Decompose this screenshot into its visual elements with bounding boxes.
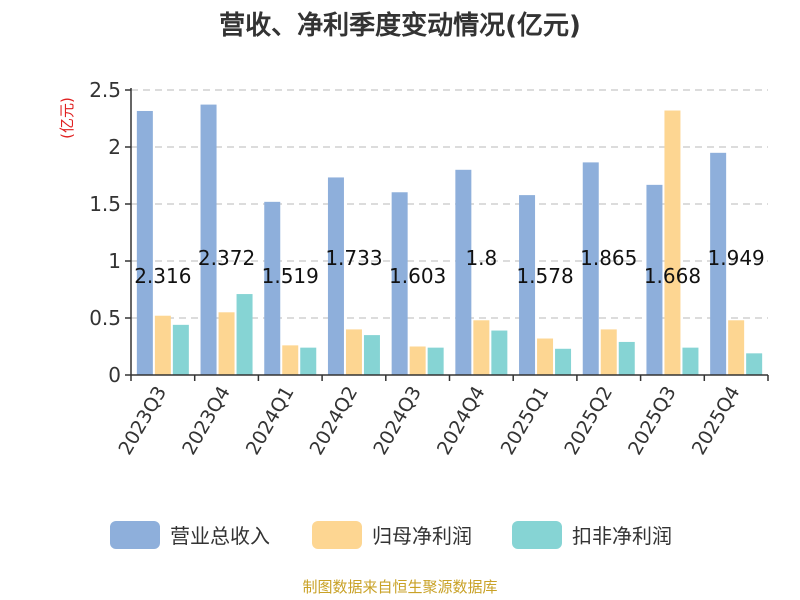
legend: 营业总收入 归母净利润 扣非净利润 bbox=[110, 521, 672, 549]
data-label: 1.733 bbox=[325, 246, 382, 270]
bars bbox=[136, 104, 763, 376]
bar bbox=[682, 347, 699, 375]
data-label: 2.372 bbox=[198, 246, 255, 270]
bar bbox=[282, 345, 299, 375]
x-tick-label: 2025Q1 bbox=[497, 383, 554, 459]
x-tick-label: 2023Q3 bbox=[114, 383, 171, 459]
bar bbox=[172, 324, 189, 375]
x-tick-label: 2023Q4 bbox=[178, 383, 235, 459]
bar bbox=[136, 110, 153, 375]
y-tick-label: 2.5 bbox=[89, 78, 121, 102]
y-axis: 0 0.5 1 1.5 2 2.5 bbox=[89, 78, 132, 387]
legend-label: 归母净利润 bbox=[372, 524, 472, 548]
bar bbox=[236, 294, 253, 375]
y-tick-label: 0 bbox=[108, 363, 121, 387]
x-tick-label: 2024Q3 bbox=[369, 383, 426, 459]
bar bbox=[409, 346, 426, 375]
y-tick-label: 1.5 bbox=[89, 192, 121, 216]
bar bbox=[264, 201, 281, 375]
data-label: 1.603 bbox=[389, 264, 446, 288]
legend-label: 营业总收入 bbox=[170, 524, 270, 548]
y-tick-label: 0.5 bbox=[89, 306, 121, 330]
data-label: 2.316 bbox=[134, 264, 191, 288]
data-label: 1.519 bbox=[262, 264, 319, 288]
legend-label: 扣非净利润 bbox=[572, 524, 672, 548]
y-tick-label: 2 bbox=[108, 135, 121, 159]
legend-swatch bbox=[110, 521, 160, 549]
x-tick-label: 2024Q2 bbox=[306, 383, 363, 459]
bar bbox=[345, 329, 362, 375]
source-note: 制图数据来自恒生聚源数据库 bbox=[302, 578, 497, 596]
bar bbox=[537, 338, 554, 375]
bar bbox=[600, 329, 617, 375]
bar bbox=[646, 184, 663, 375]
bar bbox=[664, 110, 681, 376]
x-tick-label: 2024Q4 bbox=[433, 382, 490, 458]
bar bbox=[427, 347, 444, 375]
bar bbox=[555, 348, 572, 375]
data-label: 1.8 bbox=[465, 246, 497, 270]
legend-swatch bbox=[312, 521, 362, 549]
bar bbox=[363, 335, 380, 375]
bar bbox=[582, 162, 599, 375]
bar bbox=[154, 315, 171, 375]
bar bbox=[519, 195, 536, 375]
chart-title: 营收、净利季度变动情况(亿元) bbox=[219, 10, 581, 41]
bar bbox=[200, 104, 217, 375]
data-label: 1.949 bbox=[708, 246, 765, 270]
x-tick-label: 2024Q1 bbox=[242, 383, 299, 459]
bar bbox=[300, 347, 317, 375]
legend-swatch bbox=[512, 521, 562, 549]
bar bbox=[473, 320, 490, 375]
bar bbox=[391, 192, 408, 375]
y-axis-unit: (亿元) bbox=[58, 97, 76, 139]
bar bbox=[746, 353, 763, 375]
data-label: 1.578 bbox=[516, 264, 573, 288]
bar bbox=[455, 169, 472, 375]
bar bbox=[710, 152, 727, 375]
x-axis: 2023Q3 2023Q4 2024Q1 2024Q2 2024Q3 2024Q4 2025… bbox=[114, 374, 769, 459]
data-label: 1.668 bbox=[644, 264, 701, 288]
y-tick-label: 1 bbox=[108, 249, 121, 273]
bar bbox=[491, 330, 508, 375]
x-tick-label: 2025Q3 bbox=[624, 383, 681, 459]
bar bbox=[218, 312, 235, 375]
bar bbox=[327, 177, 344, 375]
bar bbox=[618, 341, 635, 375]
data-label: 1.865 bbox=[580, 246, 637, 270]
x-tick-label: 2025Q2 bbox=[560, 383, 617, 459]
bar bbox=[728, 320, 745, 375]
x-tick-label: 2025Q4 bbox=[688, 383, 745, 459]
